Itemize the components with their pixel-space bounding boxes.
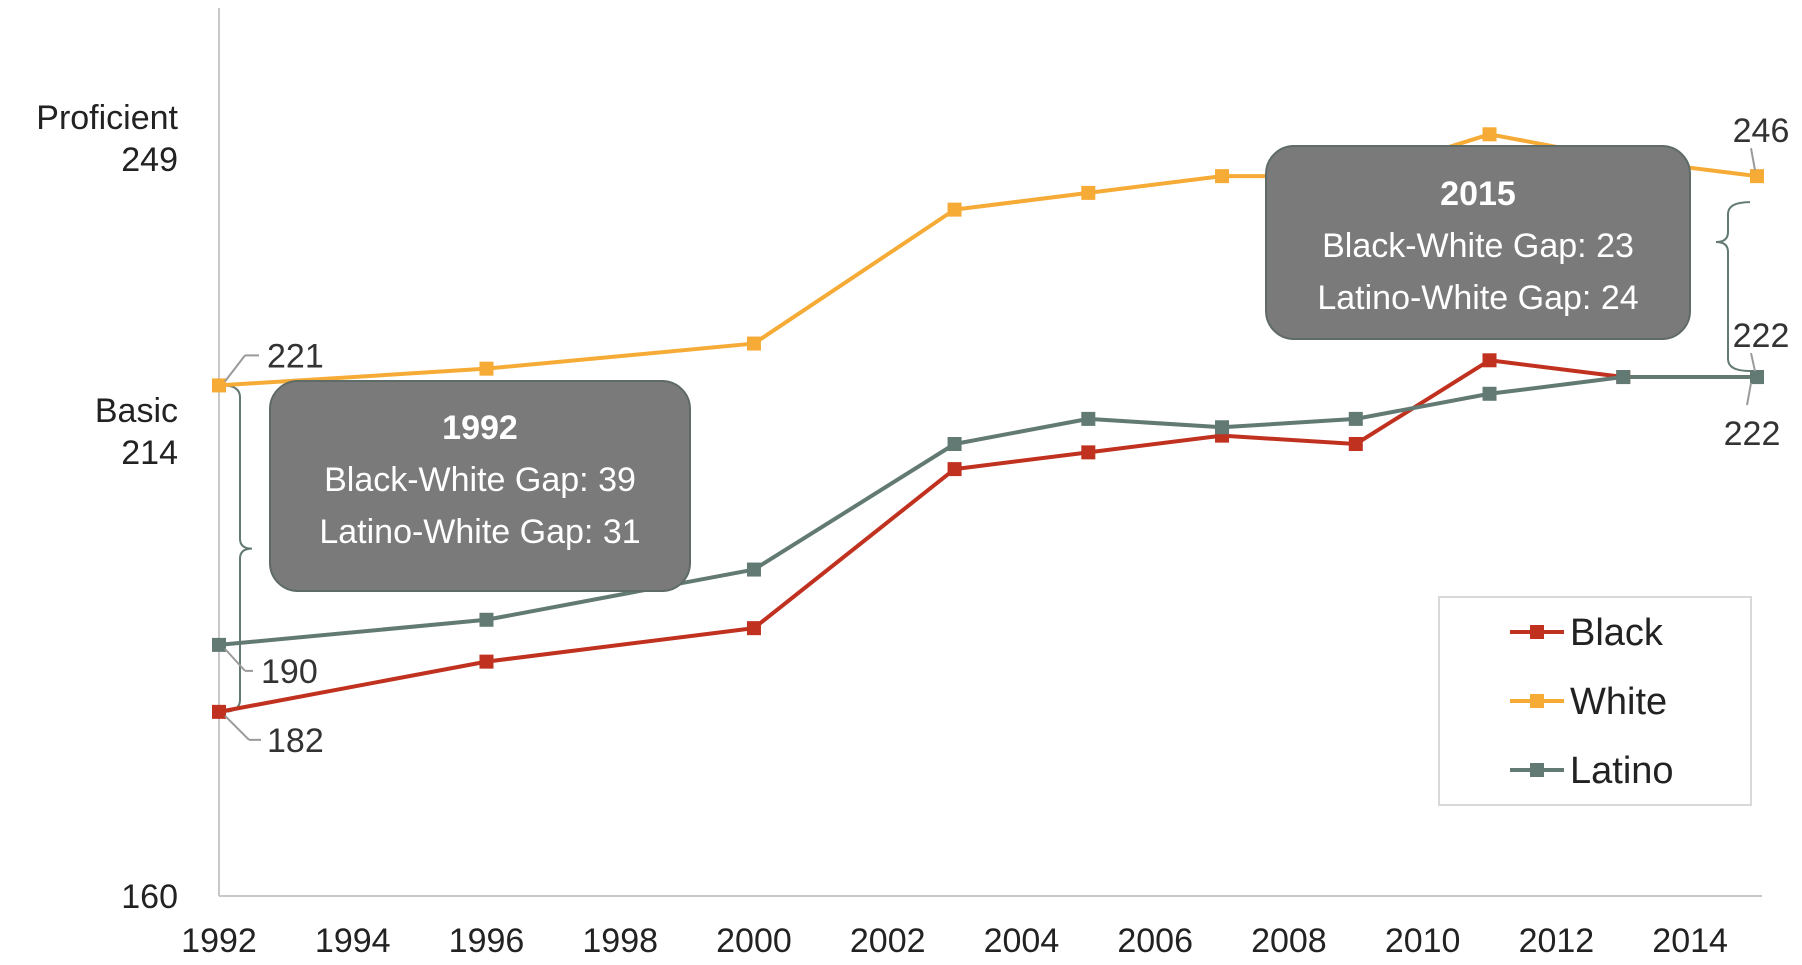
x-tick-label-1994: 1994 (315, 922, 391, 960)
black-point-2000 (746, 621, 761, 636)
y-tick-label-249: 249 (121, 141, 178, 179)
black-point-1992 (212, 704, 226, 719)
legend-box (1438, 596, 1752, 806)
latino-point-1992 (212, 637, 226, 652)
annotation-2015: 2015 Black-White Gap: 23 Latino-White Gap:… (1265, 145, 1691, 340)
annotation-latino-gap-2015: Latino-White Gap: 24 (1317, 279, 1638, 317)
white-point-2005 (1081, 185, 1096, 200)
latino-point-2000 (746, 562, 761, 577)
legend-marker-latino (1530, 763, 1544, 777)
x-axis-tick-labels: 1992 1994 1996 1998 2000 2002 2004 2006 2008 2010… (181, 922, 1728, 960)
x-tick-label-2008: 2008 (1251, 922, 1327, 960)
leader-white-2015 (1750, 147, 1756, 171)
legend-label-white: White (1570, 681, 1667, 723)
data-label-latino-2015: 222 (1733, 317, 1790, 355)
black-point-2009 (1348, 437, 1363, 451)
annotation-black-gap-2015: Black-White Gap: 23 (1322, 227, 1634, 265)
latino-line (218, 375, 1757, 647)
data-label-black-1992: 182 (267, 722, 324, 760)
legend-marker-black (1530, 625, 1544, 639)
y-tick-label-160: 160 (121, 878, 178, 916)
y-tick-label-214: 214 (121, 434, 178, 472)
x-tick-label-1996: 1996 (449, 922, 525, 960)
leader-black-1992 (224, 715, 250, 741)
black-point-1996 (479, 654, 494, 669)
x-tick-label-2006: 2006 (1117, 922, 1193, 960)
data-label-white-1992: 221 (267, 337, 324, 375)
annotation-black-gap-1992: Black-White Gap: 39 (324, 461, 636, 499)
axes (218, 8, 1762, 897)
white-point-2015 (1750, 169, 1764, 184)
legend-label-latino: Latino (1570, 750, 1674, 792)
legend-label-black: Black (1570, 612, 1664, 654)
x-tick-label-1992: 1992 (181, 922, 257, 960)
annotation-boxes: 1992 Black-White Gap: 39 Latino-White Gap:… (269, 145, 1691, 592)
latino-point-2005 (1081, 411, 1096, 426)
x-tick-label-2010: 2010 (1385, 922, 1461, 960)
white-point-1996 (479, 361, 494, 376)
legend: Black White Latino (1438, 596, 1752, 806)
leader-latino-2015 (1750, 352, 1756, 372)
black-point-2011 (1482, 353, 1497, 368)
latino-point-2009 (1348, 411, 1363, 426)
latino-point-2007 (1215, 420, 1230, 435)
latino-point-2011 (1482, 386, 1497, 401)
annotation-box-1992 (269, 380, 691, 592)
y-tick-label-214-name: Basic (95, 392, 178, 430)
annotation-box-2015 (1265, 145, 1691, 340)
data-labels: 221 190 182 246 222 222 (224, 112, 1790, 760)
leader-latino-1992 (224, 648, 246, 672)
annotation-1992: 1992 Black-White Gap: 39 Latino-White Gap:… (269, 380, 691, 592)
x-tick-label-2014: 2014 (1652, 922, 1728, 960)
latino-point-2015 (1750, 370, 1764, 385)
latino-point-1996 (479, 612, 494, 627)
y-tick-label-249-name: Proficient (36, 99, 178, 137)
data-label-white-2015: 246 (1733, 112, 1790, 150)
x-tick-label-2004: 2004 (984, 922, 1060, 960)
data-label-black-2015: 222 (1724, 415, 1781, 453)
latino-point-2003 (947, 437, 962, 451)
leader-white-1992 (224, 354, 246, 383)
white-point-2003 (947, 202, 962, 217)
black-point-2005 (1081, 445, 1096, 460)
annotation-title-1992: 1992 (442, 409, 518, 447)
latino-point-2013 (1616, 370, 1631, 385)
white-point-1992 (212, 378, 226, 393)
annotation-latino-gap-1992: Latino-White Gap: 31 (319, 513, 640, 551)
legend-marker-white (1530, 694, 1544, 708)
x-tick-label-1998: 1998 (582, 922, 658, 960)
white-point-2000 (746, 336, 761, 351)
white-point-2011 (1482, 127, 1497, 142)
bracket-1992 (222, 384, 253, 713)
x-tick-label-2002: 2002 (850, 922, 926, 960)
series-lines (212, 127, 1764, 719)
y-axis-labels: 160 Basic 214 Proficient 249 (36, 99, 178, 916)
leader-black-2015 (1746, 382, 1752, 406)
x-tick-label-2000: 2000 (716, 922, 792, 960)
black-point-2003 (947, 462, 962, 477)
white-point-2007 (1215, 169, 1230, 184)
x-tick-label-2012: 2012 (1519, 922, 1595, 960)
bracket-2015 (1715, 201, 1751, 373)
black-line (218, 358, 1757, 714)
annotation-title-2015: 2015 (1440, 175, 1516, 213)
gap-brackets (222, 201, 1751, 713)
data-label-latino-1992: 190 (261, 653, 318, 691)
